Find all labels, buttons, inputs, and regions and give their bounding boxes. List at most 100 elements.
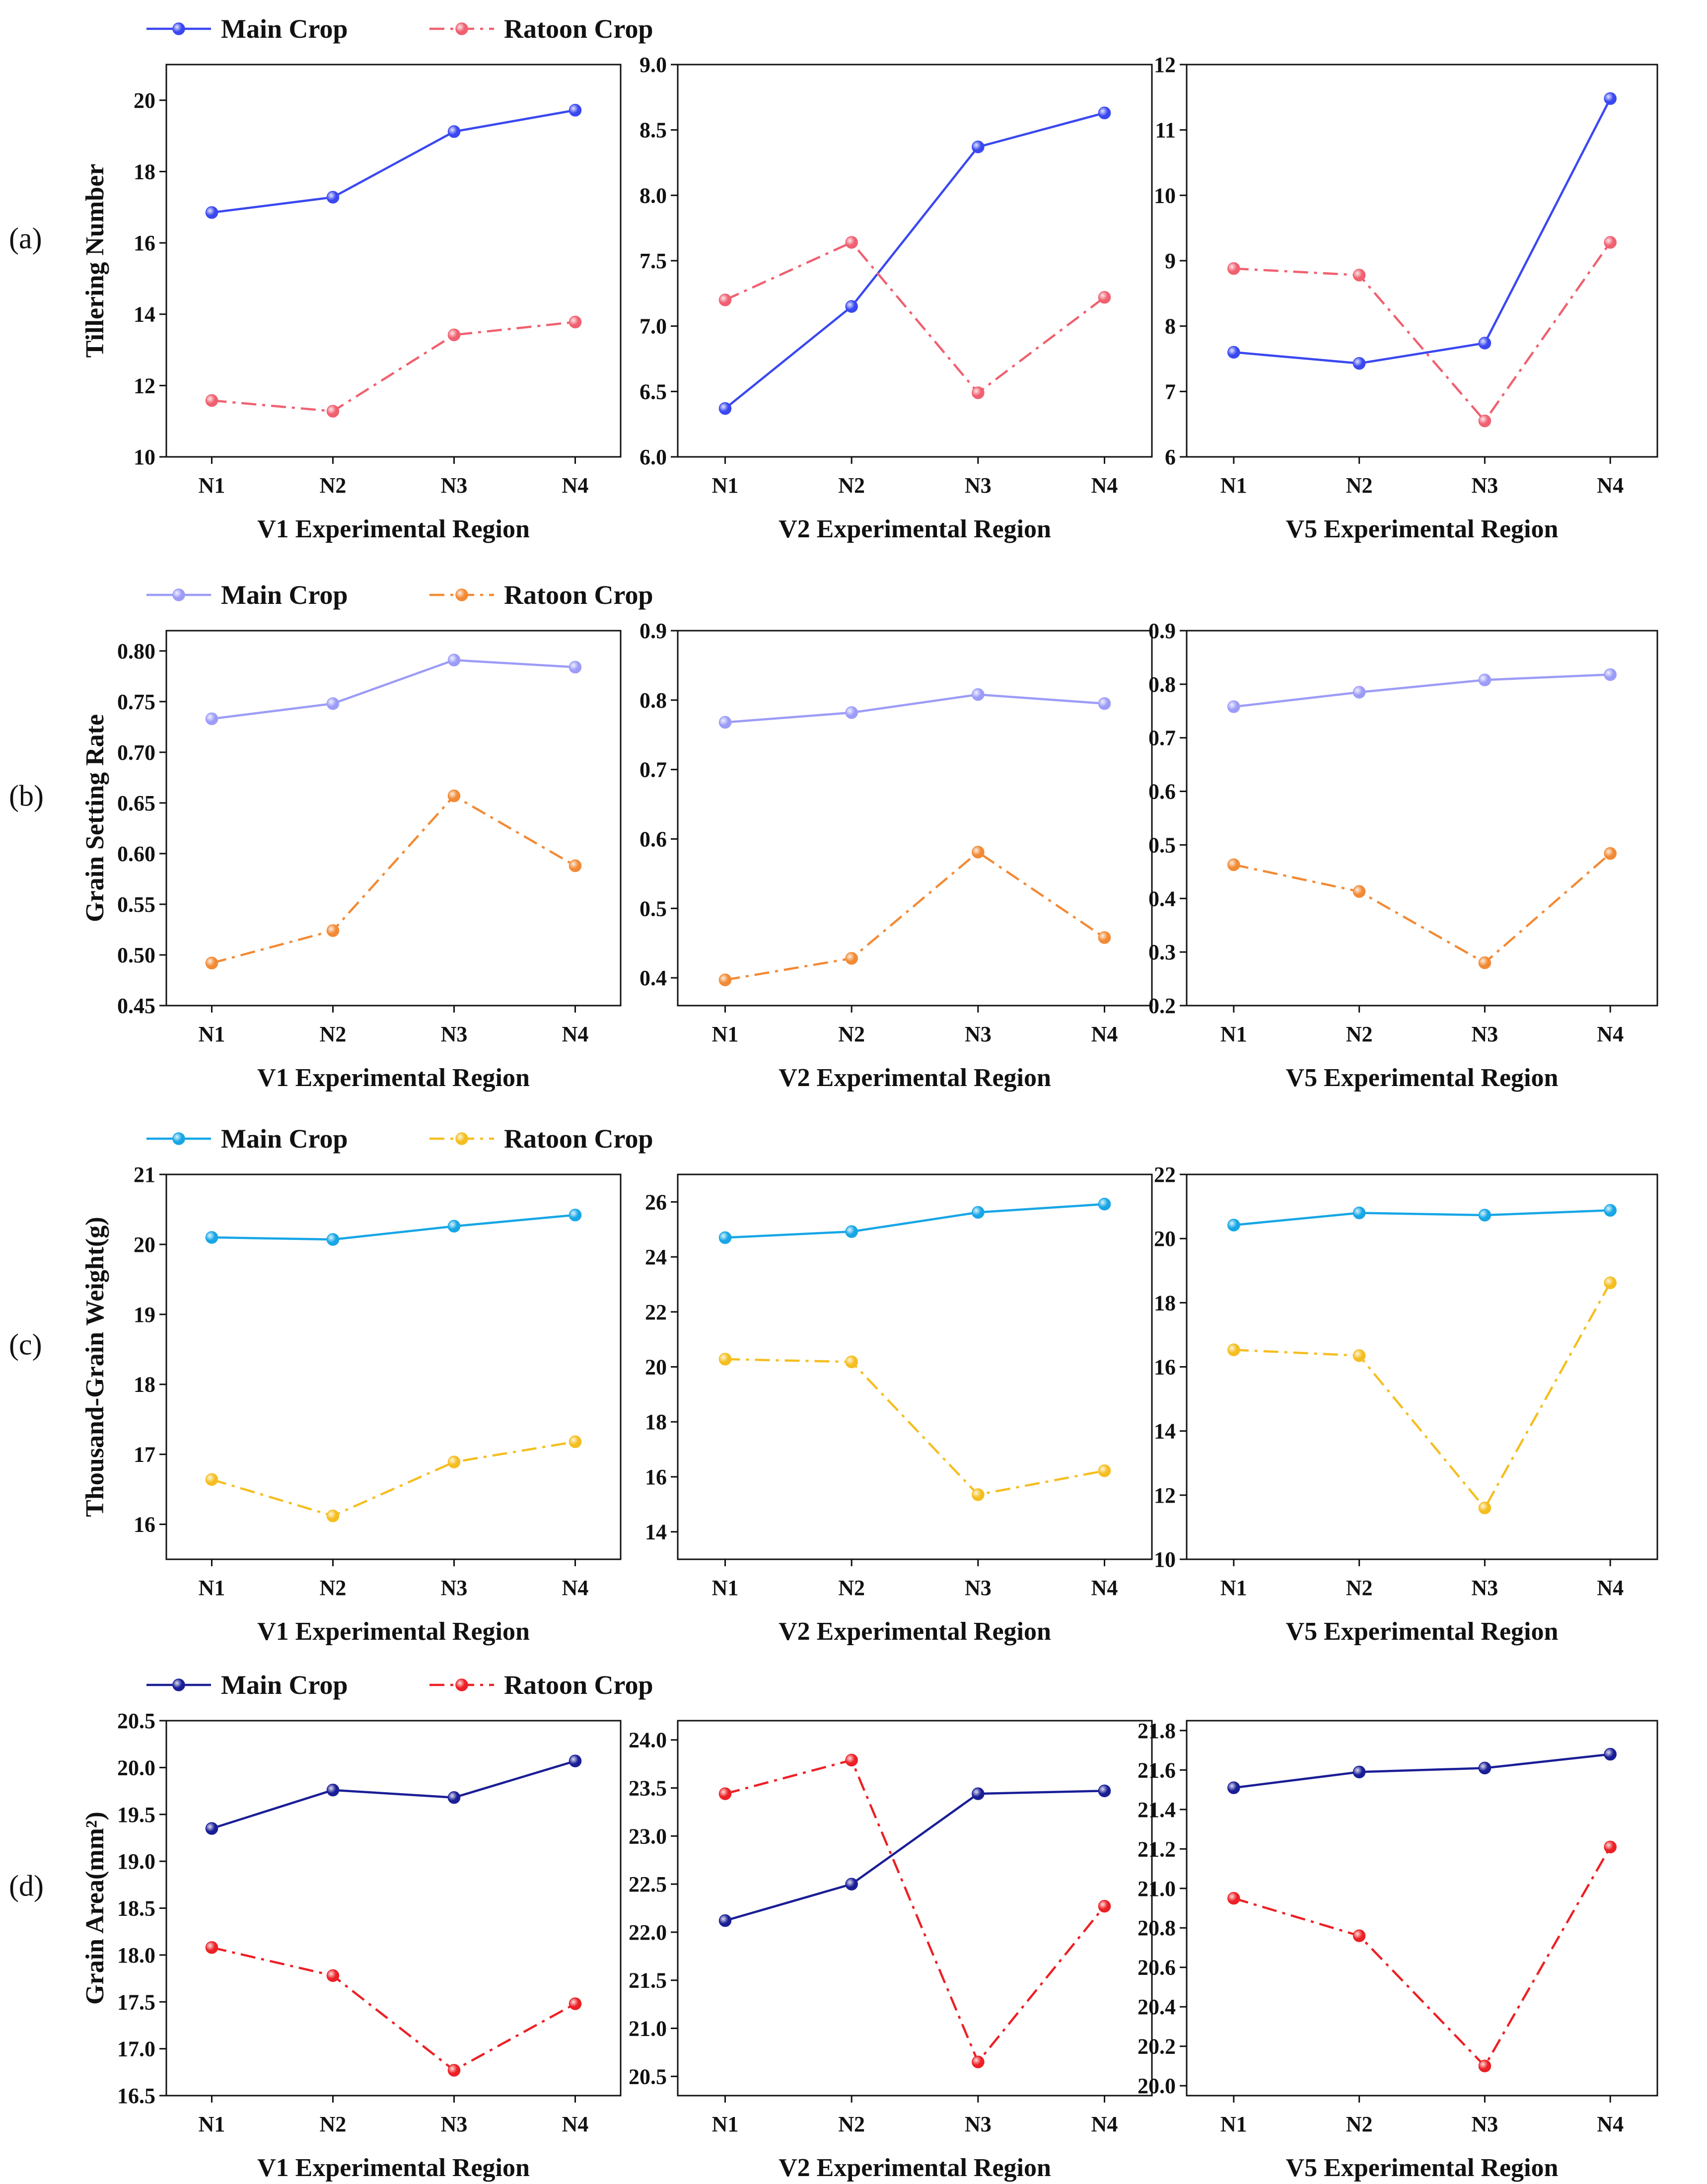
x-axis-title: V2 Experimental Region: [779, 1064, 1051, 1092]
data-point-main-crop: [205, 1822, 218, 1835]
data-point-main-crop: [1227, 700, 1240, 713]
legend-marker-main-crop: [172, 588, 185, 601]
legend-marker-main-crop: [172, 22, 185, 35]
x-tick-label: N2: [1346, 473, 1373, 498]
x-tick-label: N3: [965, 1022, 992, 1046]
x-tick-label: N4: [562, 473, 589, 498]
data-point-main-crop: [1352, 1765, 1366, 1779]
y-tick-label: 0.5: [1148, 833, 1176, 857]
data-point-main-crop: [1604, 1747, 1617, 1761]
y-tick-label: 20: [1154, 1227, 1176, 1251]
data-point-main-crop: [447, 125, 461, 138]
legend-label-ratoon-crop: Ratoon Crop: [504, 580, 653, 610]
y-tick-label: 21.8: [1138, 1719, 1176, 1743]
y-tick-label: 21.6: [1138, 1758, 1176, 1782]
x-tick-label: N3: [1472, 2112, 1498, 2136]
y-tick-label: 18: [645, 1410, 667, 1434]
y-tick-label: 0.55: [117, 892, 155, 917]
plot-frame: [165, 1720, 622, 2097]
y-tick-label: 0.9: [1148, 619, 1176, 643]
y-tick-label: 18.0: [117, 1943, 155, 1967]
row-label: (a): [9, 222, 42, 255]
y-tick-label: 20.8: [1138, 1916, 1176, 1940]
data-point-ratoon-crop: [205, 1473, 218, 1486]
data-point-main-crop: [1604, 1204, 1617, 1217]
x-tick-label: N1: [199, 1576, 225, 1600]
row-label: (d): [9, 1870, 44, 1902]
x-tick-label: N4: [1597, 1022, 1624, 1046]
data-point-main-crop: [845, 1225, 858, 1238]
data-point-ratoon-crop: [569, 1435, 582, 1449]
series-line-ratoon-crop: [211, 1441, 575, 1517]
y-tick-label: 22.5: [629, 1872, 667, 1896]
x-tick-label: N2: [838, 1576, 865, 1600]
data-point-ratoon-crop: [718, 1787, 732, 1800]
y-tick-label: 7.0: [640, 314, 667, 339]
data-point-main-crop: [1098, 1198, 1111, 1211]
legend-label-main-crop: Main Crop: [221, 14, 348, 44]
y-tick-label: 17.0: [117, 2037, 155, 2061]
legend-marker-main-crop: [172, 1132, 185, 1145]
series-line-main-crop: [1233, 1209, 1611, 1227]
data-point-ratoon-crop: [447, 328, 461, 342]
data-point-ratoon-crop: [1352, 1929, 1366, 1942]
y-tick-label: 20: [134, 88, 155, 113]
data-point-ratoon-crop: [1098, 1464, 1111, 1477]
data-point-main-crop: [1604, 92, 1617, 105]
y-tick-label: 18: [134, 1373, 155, 1397]
x-tick-label: N2: [320, 1576, 347, 1600]
data-point-main-crop: [447, 654, 461, 666]
x-tick-label: N2: [1346, 1022, 1373, 1046]
y-tick-label: 24.0: [629, 1728, 667, 1752]
series-line-main-crop: [1233, 673, 1611, 708]
legend-marker-ratoon-crop: [455, 588, 468, 601]
x-axis-title: V1 Experimental Region: [257, 1064, 530, 1092]
y-tick-label: 20.2: [1138, 2035, 1176, 2059]
data-point-main-crop: [1478, 337, 1492, 350]
y-tick-label: 0.45: [117, 994, 155, 1018]
x-axis-title: V1 Experimental Region: [257, 2154, 530, 2182]
data-point-ratoon-crop: [972, 2055, 985, 2068]
y-tick-label: 21.5: [629, 1968, 667, 1993]
y-tick-label: 20: [134, 1233, 155, 1257]
data-point-ratoon-crop: [569, 1997, 582, 2010]
data-point-main-crop: [326, 697, 340, 710]
x-tick-label: N2: [838, 2112, 865, 2136]
y-tick-label: 0.75: [117, 690, 155, 714]
data-point-ratoon-crop: [845, 236, 858, 249]
series-line-main-crop: [212, 658, 575, 720]
x-tick-label: N4: [1091, 2112, 1118, 2136]
y-tick-label: 10: [1154, 183, 1176, 208]
data-point-main-crop: [1478, 1209, 1492, 1222]
data-point-ratoon-crop: [1227, 262, 1240, 275]
y-tick-label: 0.50: [117, 943, 155, 967]
y-tick-label: 16.5: [117, 2084, 155, 2108]
data-point-ratoon-crop: [1478, 2059, 1492, 2073]
data-point-ratoon-crop: [1227, 858, 1240, 872]
chart-panel-a-v5: 6 7 8 9 10 11 12 N1 N2 N3 N4 V5 Experimental Region: [1154, 53, 1658, 543]
data-point-ratoon-crop: [447, 789, 461, 802]
data-point-main-crop: [718, 1231, 732, 1244]
y-tick-label: 6.5: [640, 379, 667, 404]
y-tick-label: 0.6: [1148, 780, 1176, 804]
plot-frame: [677, 1173, 1153, 1560]
series-line-ratoon-crop: [1233, 241, 1612, 422]
data-point-ratoon-crop: [1098, 931, 1111, 944]
x-tick-label: N2: [320, 473, 347, 498]
chart-panel-d-v5: 20.0 20.2 20.4 20.6 20.8 21.0 21.2 21.4 21.6 21.8…: [1138, 1719, 1658, 2182]
y-tick-label: 8.5: [640, 118, 667, 143]
x-axis-title: V2 Experimental Region: [779, 515, 1051, 543]
x-tick-label: N1: [712, 1576, 739, 1600]
x-axis-title: V5 Experimental Region: [1286, 1617, 1559, 1646]
series-line-ratoon-crop: [211, 795, 576, 964]
x-tick-label: N3: [965, 2112, 992, 2136]
data-point-main-crop: [1352, 1206, 1366, 1220]
y-tick-label: 0.8: [640, 688, 667, 713]
chart-panel-b-v2: 0.4 0.5 0.6 0.7 0.8 0.9 N1 N2 N3 N4 V2 Experimenta…: [640, 619, 1153, 1092]
x-axis-title: V1 Experimental Region: [257, 1617, 530, 1646]
data-point-main-crop: [326, 1233, 340, 1246]
x-axis-title: V5 Experimental Region: [1286, 2154, 1559, 2182]
series-line-ratoon-crop: [212, 321, 575, 413]
x-tick-label: N4: [1091, 1576, 1118, 1600]
data-point-main-crop: [447, 1220, 461, 1233]
